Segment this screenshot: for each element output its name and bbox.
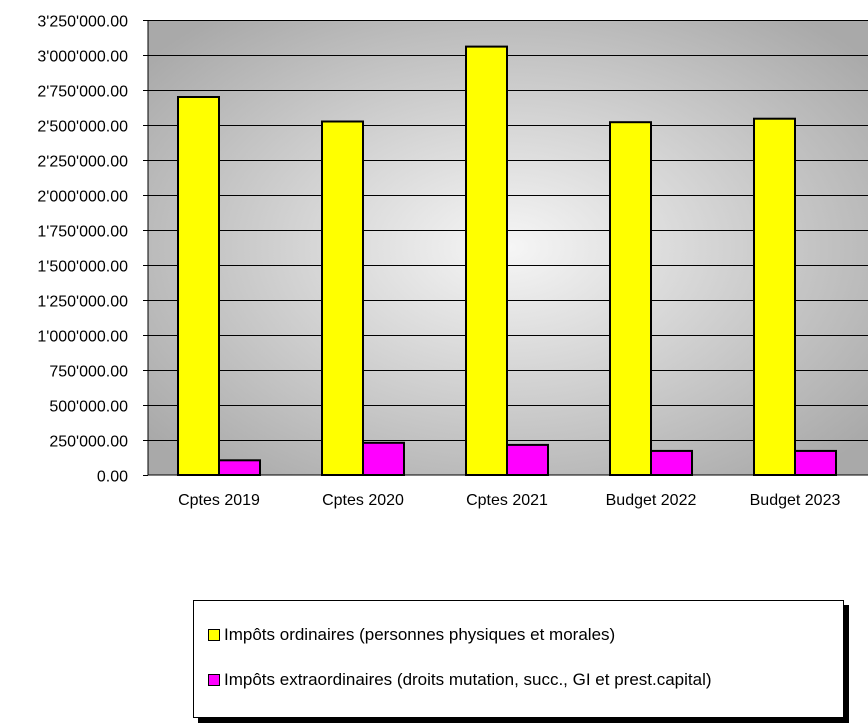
y-tick-label: 750'000.00 <box>49 364 128 381</box>
y-tick-label: 500'000.00 <box>49 399 128 416</box>
bar-extraordinaires <box>506 443 549 476</box>
x-tick-label: Cptes 2019 <box>178 492 260 509</box>
bar-extraordinaires <box>362 441 405 476</box>
legend-swatch-ordinaires <box>208 629 220 641</box>
x-axis-ticks: Cptes 2019 Cptes 2020 Cptes 2021 Budget 202… <box>178 492 840 509</box>
bar-extraordinaires <box>794 449 837 477</box>
x-tick-label: Cptes 2021 <box>466 492 548 509</box>
y-tick-label: 3'250'000.00 <box>37 14 128 31</box>
y-tick-label: 1'750'000.00 <box>37 224 128 241</box>
y-tick-label: 2'500'000.00 <box>37 119 128 136</box>
bar-ordinaires <box>177 96 220 476</box>
x-tick-label: Budget 2022 <box>606 492 697 509</box>
legend-label-ordinaires: Impôts ordinaires (personnes physiques e… <box>224 625 616 644</box>
y-tick-label: 2'000'000.00 <box>37 189 128 206</box>
legend-swatch-extraordinaires <box>208 674 220 686</box>
legend-item-extraordinaires: Impôts extraordinaires (droits mutation,… <box>208 670 712 690</box>
y-axis-ticks: 0.00 250'000.00 500'000.00 750'000.00 1'000'… <box>37 14 148 486</box>
y-tick-label: 1'500'000.00 <box>37 259 128 276</box>
bar-chart: 0.00 250'000.00 500'000.00 750'000.00 1'000'… <box>37 14 868 509</box>
y-tick-label: 2'750'000.00 <box>37 84 128 101</box>
bar-extraordinaires <box>650 449 693 477</box>
legend: Impôts ordinaires (personnes physiques e… <box>193 600 844 718</box>
y-tick-label: 250'000.00 <box>49 434 128 451</box>
bars <box>177 45 837 477</box>
y-tick-label: 2'250'000.00 <box>37 154 128 171</box>
y-tick-label: 3'000'000.00 <box>37 49 128 66</box>
bar-ordinaires <box>465 45 508 476</box>
bar-ordinaires <box>609 121 652 476</box>
legend-label-extraordinaires: Impôts extraordinaires (droits mutation,… <box>224 670 712 689</box>
bar-ordinaires <box>321 120 364 476</box>
bar-ordinaires <box>753 117 796 476</box>
x-tick-label: Budget 2023 <box>750 492 841 509</box>
y-tick-label: 1'250'000.00 <box>37 294 128 311</box>
x-tick-label: Cptes 2020 <box>322 492 404 509</box>
legend-item-ordinaires: Impôts ordinaires (personnes physiques e… <box>208 625 615 645</box>
bar-extraordinaires <box>218 459 261 476</box>
y-tick-label: 1'000'000.00 <box>37 329 128 346</box>
y-tick-label: 0.00 <box>97 469 128 486</box>
